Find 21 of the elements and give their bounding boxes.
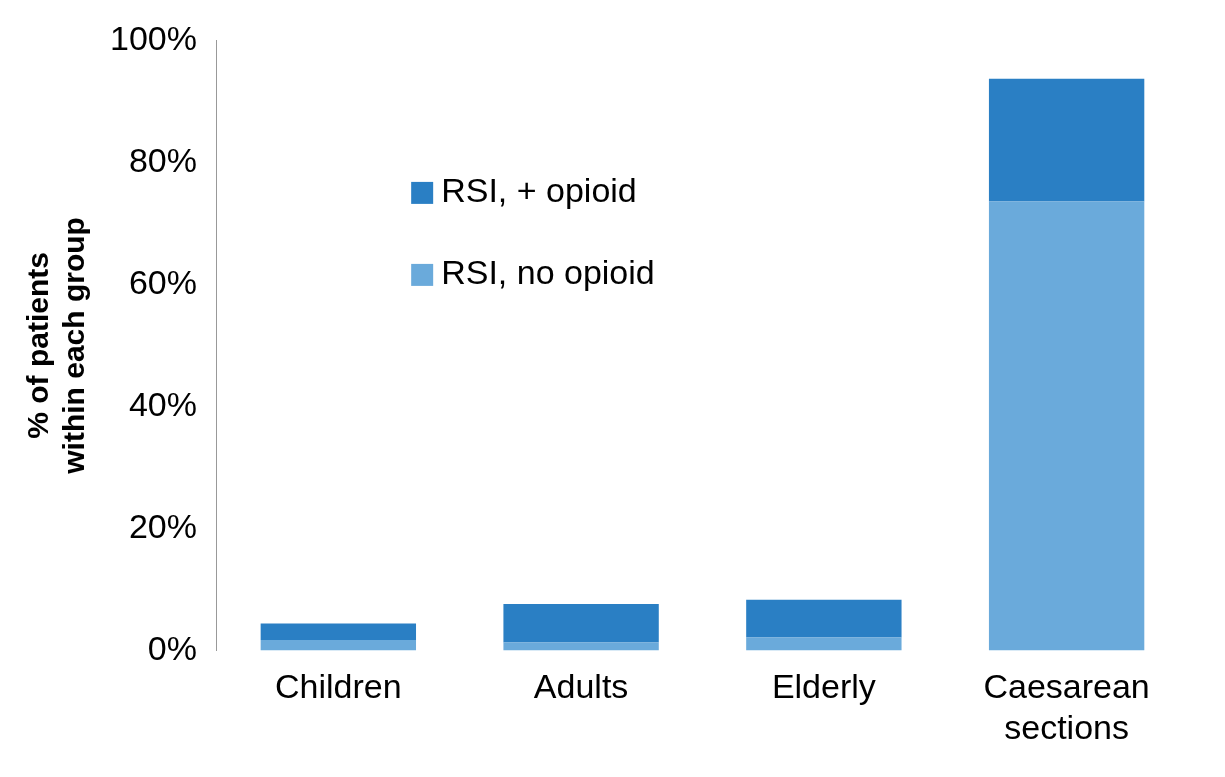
- y-tick-label: 40%: [128, 384, 197, 423]
- bar: [988, 201, 1145, 651]
- bar: [988, 78, 1145, 202]
- y-axis-title: % of patients within each group: [21, 217, 91, 475]
- bar: [260, 623, 417, 641]
- bar: [746, 637, 902, 651]
- bar: [503, 642, 659, 651]
- bar: [746, 599, 902, 638]
- y-tick-label: 20%: [128, 506, 197, 545]
- y-tick-label: 60%: [128, 262, 197, 301]
- bar: [503, 604, 659, 643]
- x-tick-label: Children: [275, 667, 402, 706]
- x-tick-label: Elderly: [771, 667, 876, 706]
- x-tick-label: Adults: [533, 667, 629, 706]
- y-tick-label: 100%: [109, 18, 197, 57]
- legend-label: RSI, + opioid: [441, 171, 637, 210]
- x-tick-label: Caesarean sections: [983, 667, 1150, 746]
- bar: [260, 640, 417, 651]
- y-tick-label: 80%: [128, 140, 197, 179]
- y-tick-label: 0%: [147, 628, 197, 667]
- legend-label: RSI, no opioid: [441, 253, 655, 292]
